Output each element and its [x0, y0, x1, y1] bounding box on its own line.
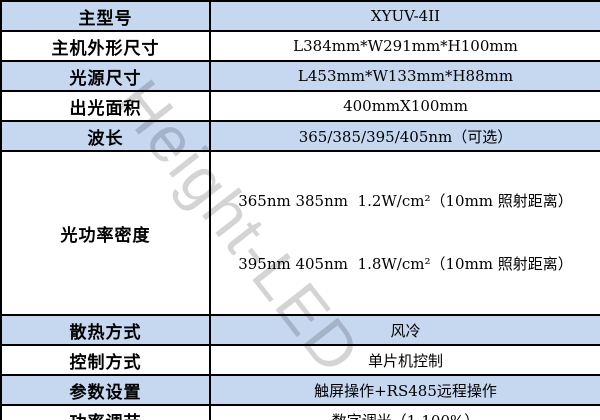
table-row: 散热方式 风冷 [0, 314, 600, 346]
table-row: 功率调节 数字调光（1-100%） [0, 404, 600, 420]
table-row: 控制方式 单片机控制 [0, 344, 600, 376]
spec-label: 波长 [0, 120, 211, 152]
spec-value: 数字调光（1-100%） [209, 404, 600, 420]
spec-value: XYUV-4II [209, 0, 600, 32]
spec-label: 参数设置 [0, 374, 211, 406]
spec-value: 365/385/395/405nm（可选） [209, 120, 600, 152]
table-row: 主机外形尺寸 L384mm*W291mm*H100mm [0, 30, 600, 62]
spec-value: 单片机控制 [209, 344, 600, 376]
spec-label: 散热方式 [0, 314, 211, 346]
spec-value: 400mmX100mm [209, 90, 600, 122]
table-row: 出光面积 400mmX100mm [0, 90, 600, 122]
spec-value: L384mm*W291mm*H100mm [209, 30, 600, 62]
spec-value: L453mm*W133mm*H88mm [209, 60, 600, 92]
spec-label: 功率调节 [0, 404, 211, 420]
table-row: 波长 365/385/395/405nm（可选） [0, 120, 600, 152]
spec-label: 出光面积 [0, 90, 211, 122]
table-row: 光源尺寸 L453mm*W133mm*H88mm [0, 60, 600, 92]
spec-label: 控制方式 [0, 344, 211, 376]
table-row: 光功率密度 365nm 385nm 1.2W/cm²（10mm 照射距离） 39… [0, 150, 600, 316]
spec-value-line: 395nm 405nm 1.8W/cm²（10mm 照射距离） [238, 255, 573, 273]
spec-value: 风冷 [209, 314, 600, 346]
spec-value: 触屏操作+RS485远程操作 [209, 374, 600, 406]
spec-label: 主型号 [0, 0, 211, 32]
spec-value-line: 365nm 385nm 1.2W/cm²（10mm 照射距离） [238, 192, 573, 210]
spec-value: 365nm 385nm 1.2W/cm²（10mm 照射距离） 395nm 40… [209, 150, 600, 316]
spec-label: 光源尺寸 [0, 60, 211, 92]
spec-label: 光功率密度 [0, 150, 211, 316]
spec-label: 主机外形尺寸 [0, 30, 211, 62]
table-row: 主型号 XYUV-4II [0, 0, 600, 32]
table-row: 参数设置 触屏操作+RS485远程操作 [0, 374, 600, 406]
